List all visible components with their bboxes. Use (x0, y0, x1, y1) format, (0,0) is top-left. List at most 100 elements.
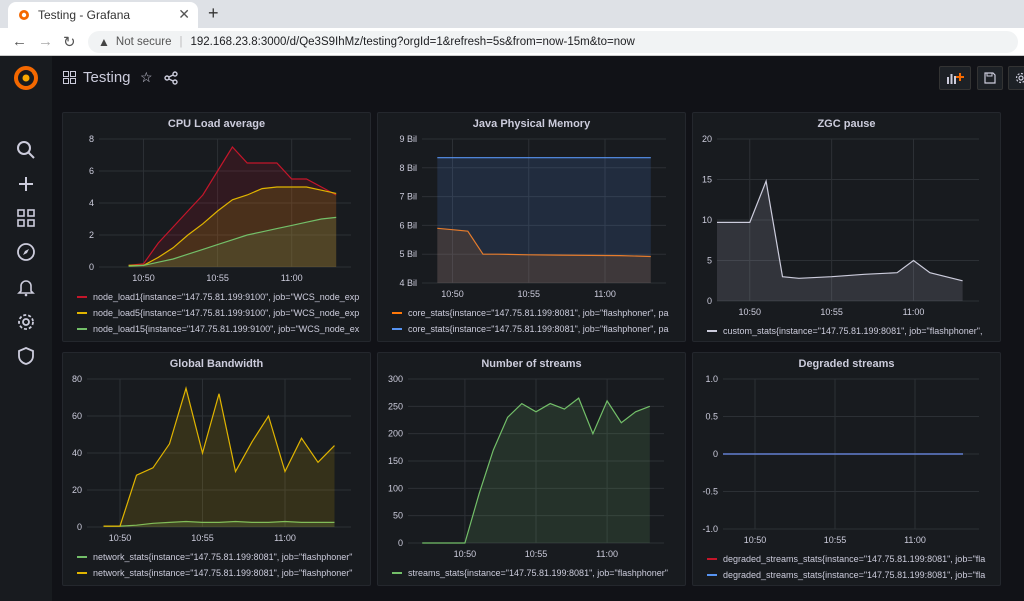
x-tick-label: 10:55 (820, 307, 843, 317)
x-tick-label: 10:55 (525, 549, 548, 559)
panel-number-of-streams[interactable]: Number of streams 300 250 200 150 100 50 0 10:5… (377, 352, 686, 586)
gear-icon[interactable] (16, 312, 36, 332)
plus-icon[interactable] (16, 174, 36, 194)
y-tick-label: 5 (707, 256, 712, 266)
y-tick-label: -1.0 (702, 524, 718, 534)
x-tick-label: 11:00 (594, 289, 616, 299)
x-tick-label: 10:50 (454, 549, 477, 559)
browser-tab[interactable]: Testing - Grafana ✕ (8, 2, 198, 28)
panel-title[interactable]: CPU Load average (167, 118, 266, 130)
panel-title[interactable]: Degraded streams (798, 358, 895, 370)
share-icon[interactable] (164, 71, 178, 85)
forward-icon[interactable]: → (38, 33, 53, 50)
chart-svg: 300 250 200 150 100 50 0 10:50 10:55 11:00 (388, 374, 664, 559)
y-tick-label: 4 (89, 198, 94, 208)
shield-icon[interactable] (16, 346, 36, 366)
grafana-logo-icon[interactable] (12, 64, 40, 92)
series-line-0 (717, 178, 963, 282)
legend-item[interactable]: streams_stats{instance="147.75.81.199:80… (392, 565, 679, 581)
reload-icon[interactable]: ↻ (63, 34, 76, 51)
y-tick-label: 15 (702, 175, 712, 185)
y-tick-label: -0.5 (702, 487, 718, 497)
save-dashboard-button[interactable] (977, 66, 1003, 90)
legend-item[interactable]: node_load1{instance="147.75.81.199:9100"… (77, 289, 364, 305)
legend-item[interactable]: core_stats{instance="147.75.81.199:8081"… (392, 321, 679, 337)
y-tick-label: 200 (388, 429, 403, 439)
legend-item[interactable]: node_load15{instance="147.75.81.199:9100… (77, 321, 364, 337)
dashboard-navbar: Testing ☆ (52, 56, 1024, 102)
new-tab-button[interactable]: + (208, 3, 219, 23)
legend-swatch (707, 558, 717, 560)
separator: | (179, 36, 183, 48)
add-panel-icon (947, 73, 964, 84)
legend-item[interactable]: degraded_streams_stats{instance="147.75.… (707, 551, 994, 567)
y-tick-label: 8 (89, 134, 94, 144)
settings-button[interactable] (1008, 66, 1024, 90)
legend-swatch (77, 572, 87, 574)
legend-label: network_stats{instance="147.75.81.199:80… (93, 552, 353, 562)
panel-title[interactable]: Java Physical Memory (472, 118, 591, 130)
legend-label: degraded_streams_stats{instance="147.75.… (723, 570, 986, 580)
x-tick-label: 10:50 (738, 307, 761, 317)
y-tick-label: 2 (89, 230, 94, 240)
legend-item[interactable]: node_load5{instance="147.75.81.199:9100"… (77, 305, 364, 321)
y-tick-label: 4 Bil (399, 278, 417, 288)
back-icon[interactable]: ← (12, 33, 27, 50)
x-tick-label: 10:50 (744, 535, 767, 545)
panel-degraded-streams[interactable]: Degraded streams 1.0 0.5 0 -0.5 -1.0 10:50 10:… (692, 352, 1001, 586)
y-tick-label: 80 (72, 374, 82, 384)
legend-swatch (707, 574, 717, 576)
legend: degraded_streams_stats{instance="147.75.… (707, 551, 994, 583)
legend-label: node_load15{instance="147.75.81.199:9100… (93, 324, 360, 334)
close-tab-icon[interactable]: ✕ (178, 6, 190, 22)
panel-zgc-pause[interactable]: ZGC pause 20 15 10 5 0 10:50 10:55 11:00 custom_… (692, 112, 1001, 342)
chart-svg: 8 6 4 2 0 10:50 10:55 11:00 (89, 134, 351, 283)
legend-label: node_load5{instance="147.75.81.199:9100"… (93, 308, 360, 318)
legend-swatch (77, 296, 87, 298)
y-tick-label: 0 (398, 538, 403, 548)
panel-java-memory[interactable]: Java Physical Memory 9 Bil 8 Bil 7 Bil 6 Bi… (377, 112, 686, 342)
sidebar (0, 56, 52, 601)
y-tick-label: 0 (89, 262, 94, 272)
legend: network_stats{instance="147.75.81.199:80… (77, 549, 364, 581)
dashboards-icon[interactable] (16, 208, 36, 228)
series-line-2 (128, 216, 337, 267)
series-line-1 (103, 386, 335, 527)
compass-icon[interactable] (16, 242, 36, 262)
y-tick-label: 250 (388, 401, 403, 411)
panel-title[interactable]: Number of streams (481, 358, 582, 370)
legend: streams_stats{instance="147.75.81.199:80… (392, 565, 679, 581)
series-area-2 (128, 217, 337, 267)
dashboard-title[interactable]: Testing (83, 69, 131, 86)
panel-title[interactable]: Global Bandwidth (169, 358, 264, 370)
panel-cpu-load[interactable]: CPU Load average 8 6 4 2 0 10:50 10:55 11:00 nod… (62, 112, 371, 342)
y-tick-label: 60 (72, 411, 82, 421)
y-tick-label: 9 Bil (399, 134, 417, 144)
panel-global-bandwidth[interactable]: Global Bandwidth 80 60 40 20 0 10:50 10:55 11:0… (62, 352, 371, 586)
series-line-0 (437, 227, 651, 258)
legend-item[interactable]: core_stats{instance="147.75.81.199:8081"… (392, 305, 679, 321)
legend-label: node_load1{instance="147.75.81.199:9100"… (93, 292, 360, 302)
y-tick-label: 1.0 (705, 374, 718, 384)
legend: node_load1{instance="147.75.81.199:9100"… (77, 289, 364, 337)
legend-swatch (392, 312, 402, 314)
panel-title[interactable]: ZGC pause (817, 118, 876, 130)
legend-item[interactable]: degraded_streams_stats{instance="147.75.… (707, 567, 994, 583)
x-tick-label: 10:55 (206, 273, 229, 283)
legend-label: streams_stats{instance="147.75.81.199:80… (408, 568, 668, 578)
series-line-0 (422, 397, 651, 544)
search-icon[interactable] (16, 140, 36, 160)
legend-item[interactable]: network_stats{instance="147.75.81.199:80… (77, 549, 364, 565)
legend-item[interactable]: network_stats{instance="147.75.81.199:80… (77, 565, 364, 581)
x-tick-label: 11:00 (903, 307, 925, 317)
legend: custom_stats{instance="147.75.81.199:808… (707, 323, 994, 339)
add-panel-button[interactable] (939, 66, 971, 90)
url-field[interactable]: ▲ Not secure | 192.168.23.8:3000/d/Qe3S9… (88, 31, 1018, 53)
legend-item[interactable]: custom_stats{instance="147.75.81.199:808… (707, 323, 994, 339)
star-icon[interactable]: ☆ (140, 69, 153, 85)
legend-swatch (392, 572, 402, 574)
series-area-1 (103, 388, 335, 527)
series-area-0 (717, 181, 963, 301)
series-line-1 (128, 186, 337, 266)
bell-icon[interactable] (16, 277, 36, 297)
